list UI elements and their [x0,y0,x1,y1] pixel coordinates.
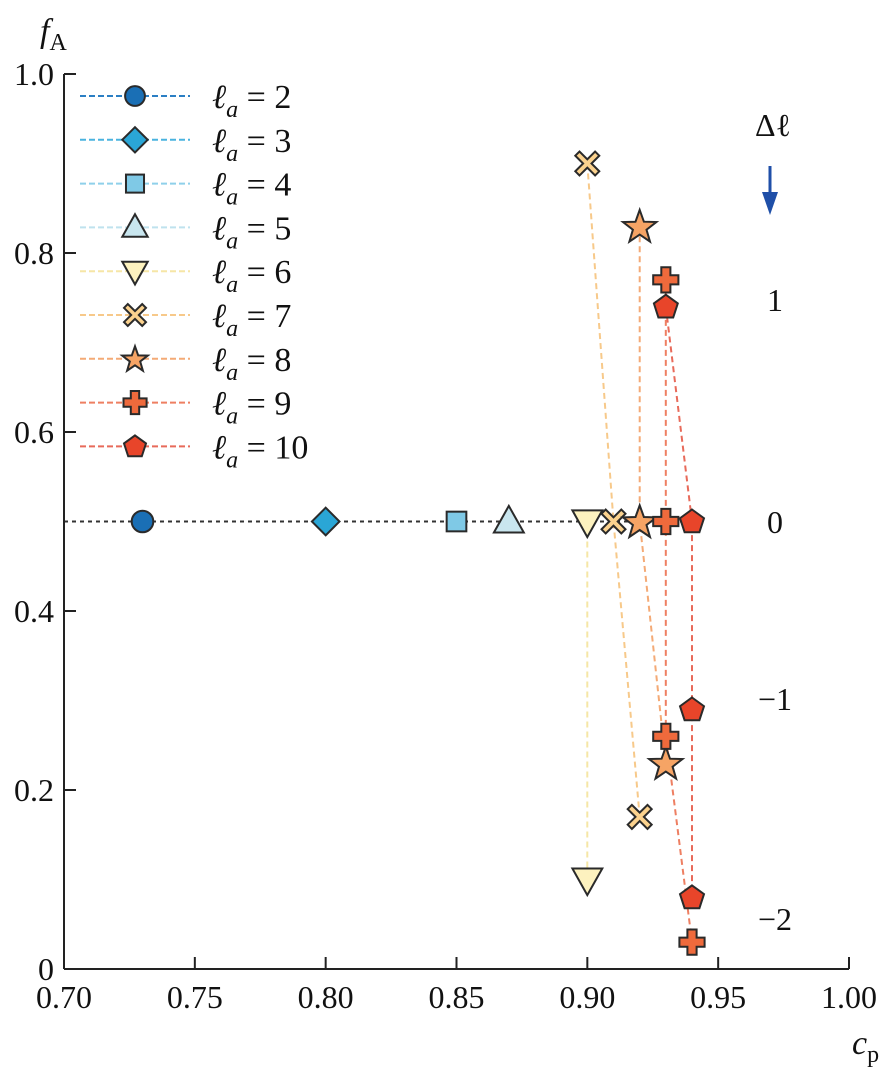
markers [130,150,706,956]
data-point-la-8 [620,206,660,244]
y-ticks: 0 0.2 0.4 0.6 0.8 1.0 [14,56,76,987]
delta-level-label: 1 [767,282,783,318]
y-tick-label: 0 [38,951,54,987]
legend-marker-la-3 [120,125,150,154]
x-tick-label: 0.80 [298,979,354,1015]
data-point-la-6 [570,509,605,540]
x-tick-label: 0.95 [690,979,746,1015]
legend-marker-la-9 [122,390,148,416]
data-point-la-8 [646,743,686,781]
data-point-la-4 [445,510,468,533]
data-point-la-2 [130,509,155,534]
data-point-la-10 [678,884,706,910]
legend-label-la-7: ℓa = 7 [212,298,291,342]
data-point-la-9 [652,722,680,750]
legend-label-la-10: ℓa = 10 [212,429,308,473]
x-tick-label: 0.70 [36,979,92,1015]
x-tick-label: 1.00 [821,979,877,1015]
data-point-la-9 [652,507,680,536]
legend-marker-la-5 [120,212,150,238]
legend-marker-la-2 [124,85,146,107]
y-tick-label: 0.6 [14,414,54,450]
y-tick-label: 0.4 [14,593,54,629]
data-point-la-10 [652,293,679,319]
data-point-la-8 [620,502,660,540]
legend-marker-la-10 [122,434,148,458]
legend-label-la-2: ℓa = 2 [212,79,291,123]
x-tick-label: 0.85 [429,979,485,1015]
legend-label-la-4: ℓa = 4 [212,167,291,211]
legend-marker-la-4 [124,173,146,194]
delta-arrow-icon [762,192,778,215]
x-ticks: 0.70 0.75 0.80 0.85 0.90 0.95 1.00 [36,957,877,1015]
delta-level-label: 0 [767,504,783,540]
legend-marker-la-6 [120,260,150,287]
legend-label-la-9: ℓa = 9 [212,386,291,430]
y-axis-title-sub: A [49,30,67,56]
data-point-la-7 [626,803,654,831]
delta-annotations: Δℓ 1 0 −1 −2 [755,107,792,937]
y-axis-title: fA [40,13,67,56]
y-tick-label: 1.0 [14,56,54,92]
delta-level-label: −1 [758,681,792,717]
data-point-la-7 [600,508,627,535]
data-point-la-3 [310,506,341,537]
legend-marker-la-8 [119,343,151,374]
data-point-la-9 [678,928,706,956]
legend-label-la-5: ℓa = 5 [212,210,291,254]
y-tick-label: 0.8 [14,235,54,271]
delta-header: Δℓ [755,107,791,143]
x-tick-label: 0.75 [167,979,223,1015]
series-line-la-10 [664,306,693,898]
x-axis-title-main: c [852,1025,867,1062]
series-line-la-7 [586,163,641,817]
legend: ℓa = 2ℓa = 3ℓa = 4ℓa = 5ℓa = 6ℓa = 7ℓa =… [80,79,308,473]
data-point-la-7 [573,150,601,177]
data-point-la-10 [678,696,706,722]
x-axis-title-sub: p [867,1042,879,1068]
x-axis-title: cp [852,1025,879,1068]
legend-marker-la-7 [122,302,148,328]
data-point-la-10 [678,508,706,534]
legend-label-la-8: ℓa = 8 [212,342,291,386]
y-tick-label: 0.2 [14,772,54,808]
legend-label-la-6: ℓa = 6 [212,254,291,298]
legend-label-la-3: ℓa = 3 [212,123,291,167]
data-point-la-5 [492,503,526,534]
series-line-la-9 [664,279,693,943]
data-point-la-6 [570,867,605,898]
x-tick-label: 0.90 [559,979,615,1015]
data-point-la-9 [652,266,680,294]
delta-level-label: −2 [758,901,792,937]
